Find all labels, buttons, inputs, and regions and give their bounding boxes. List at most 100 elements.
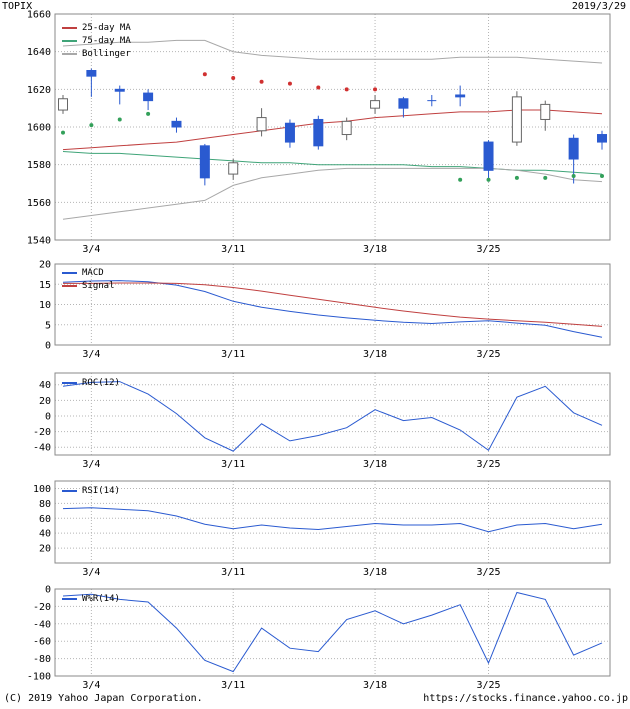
x-tick-label: 3/25 — [476, 349, 500, 360]
main-plot-border — [54, 13, 611, 241]
candle-down — [568, 137, 579, 160]
red-dot-marker — [287, 81, 292, 86]
legend-main: 25-day MA 75-day MA Bollinger — [62, 21, 131, 60]
legend-item-rsi: RSI(14) — [62, 484, 120, 497]
candle-down — [114, 88, 125, 92]
y-tick-label: -20 — [33, 602, 51, 613]
y-tick-label: 60 — [39, 514, 51, 525]
bollinger-lower-line — [62, 167, 603, 220]
main-chart-panel: 3/4 3/11 3/18 3/25 1660 1640 1620 1600 1580 1560 1… — [27, 10, 611, 255]
candle-up — [58, 98, 68, 111]
green-dot-marker — [89, 123, 94, 128]
x-tick-label: 3/4 — [82, 244, 100, 255]
candle-up — [256, 117, 267, 132]
legend-wr: W%R(14) — [62, 592, 120, 605]
legend-label-25day-ma: 25-day MA — [82, 22, 131, 33]
legend-item-macd: MACD — [62, 266, 115, 279]
y-tick-label: 40 — [39, 529, 51, 540]
x-tick-label: 3/18 — [363, 680, 387, 691]
rsi-plot-border — [54, 480, 611, 564]
y-tick-label: 0 — [45, 341, 51, 352]
green-dot-marker — [600, 173, 604, 178]
candle-down — [86, 70, 97, 77]
y-tick-label: -100 — [27, 672, 51, 683]
red-dot-marker — [259, 79, 264, 84]
legend-label-wr: W%R(14) — [82, 593, 120, 604]
y-tick-label: -40 — [33, 619, 51, 630]
candle-up — [370, 100, 381, 109]
x-tick-label: 3/11 — [221, 244, 245, 255]
y-tick-label: 20 — [39, 396, 51, 407]
roc-12-line — [62, 381, 603, 452]
copyright-text: (C) 2019 Yahoo Japan Corporation. — [4, 693, 203, 704]
y-tick-label: 10 — [39, 300, 51, 311]
legend-label-bollinger: Bollinger — [82, 48, 131, 59]
wr-chart-panel: 3/4 3/11 3/18 3/25 0 -20 -40 -60 -80 -100 — [27, 585, 611, 691]
y-tick-label: 1660 — [27, 10, 51, 21]
y-tick-label: 1540 — [27, 236, 51, 247]
x-tick-label: 3/4 — [82, 349, 100, 360]
y-tick-label: -20 — [33, 427, 51, 438]
y-tick-label: -40 — [33, 443, 51, 454]
candle-up — [511, 96, 522, 143]
ma75-line-swatch — [62, 39, 77, 42]
red-dot-marker — [344, 87, 349, 92]
rsi-line-swatch — [62, 489, 77, 492]
y-tick-label: 1580 — [27, 160, 51, 171]
y-tick-label: 0 — [45, 585, 51, 596]
candle-up — [341, 120, 352, 136]
y-tick-label: 15 — [39, 280, 51, 291]
symbol-title: TOPIX — [2, 1, 33, 12]
x-tick-label: 3/25 — [476, 680, 500, 691]
legend-label-macd: MACD — [82, 267, 104, 278]
green-dot-marker — [61, 130, 65, 135]
candle-down — [398, 98, 409, 109]
rsi-14-line — [62, 507, 603, 533]
y-tick-label: 100 — [33, 484, 51, 495]
candle-down — [284, 122, 295, 143]
red-dot-marker — [202, 72, 207, 77]
y-tick-label: -80 — [33, 654, 51, 665]
chart-date: 2019/3/29 — [571, 1, 626, 12]
y-tick-label: 1640 — [27, 47, 51, 58]
legend-item-75day-ma: 75-day MA — [62, 34, 131, 47]
green-dot-marker — [117, 117, 122, 122]
x-tick-label: 3/25 — [476, 567, 500, 578]
x-tick-label: 3/25 — [476, 244, 500, 255]
w-r-14-line — [62, 591, 603, 673]
macd-plot-border — [54, 263, 611, 346]
roc-line-swatch — [62, 381, 77, 384]
y-tick-label: 20 — [39, 260, 51, 271]
macd-chart-panel: 3/4 3/11 3/18 3/25 20 15 10 5 0 — [39, 260, 611, 360]
green-dot-marker — [486, 177, 491, 182]
candle-down — [199, 145, 210, 179]
candle-down — [313, 118, 324, 147]
wr-line-swatch — [62, 597, 77, 600]
candle-down — [455, 94, 466, 98]
bollinger-upper-line — [62, 39, 603, 64]
green-dot-marker — [543, 175, 548, 180]
green-dot-marker — [571, 173, 576, 178]
candle-up — [228, 162, 239, 175]
roc-chart-panel: 3/4 3/11 3/18 3/25 40 20 0 -20 -40 — [33, 372, 611, 470]
legend-roc: ROC(12) — [62, 376, 120, 389]
x-tick-label: 3/4 — [82, 680, 100, 691]
green-dot-marker — [146, 111, 151, 116]
red-dot-marker — [231, 76, 236, 81]
roc-plot-border — [54, 372, 611, 456]
y-tick-label: 20 — [39, 544, 51, 555]
source-url: https://stocks.finance.yahoo.co.jp — [423, 693, 628, 704]
x-tick-label: 3/25 — [476, 459, 500, 470]
x-tick-label: 3/11 — [221, 680, 245, 691]
legend-label-signal: Signal — [82, 280, 115, 291]
x-tick-label: 3/18 — [363, 459, 387, 470]
legend-label-75day-ma: 75-day MA — [82, 35, 131, 46]
candle-down — [597, 134, 607, 143]
x-tick-label: 3/4 — [82, 459, 100, 470]
x-tick-label: 3/11 — [221, 349, 245, 360]
y-tick-label: 80 — [39, 499, 51, 510]
bollinger-line-swatch — [62, 52, 77, 55]
legend-item-25day-ma: 25-day MA — [62, 21, 131, 34]
